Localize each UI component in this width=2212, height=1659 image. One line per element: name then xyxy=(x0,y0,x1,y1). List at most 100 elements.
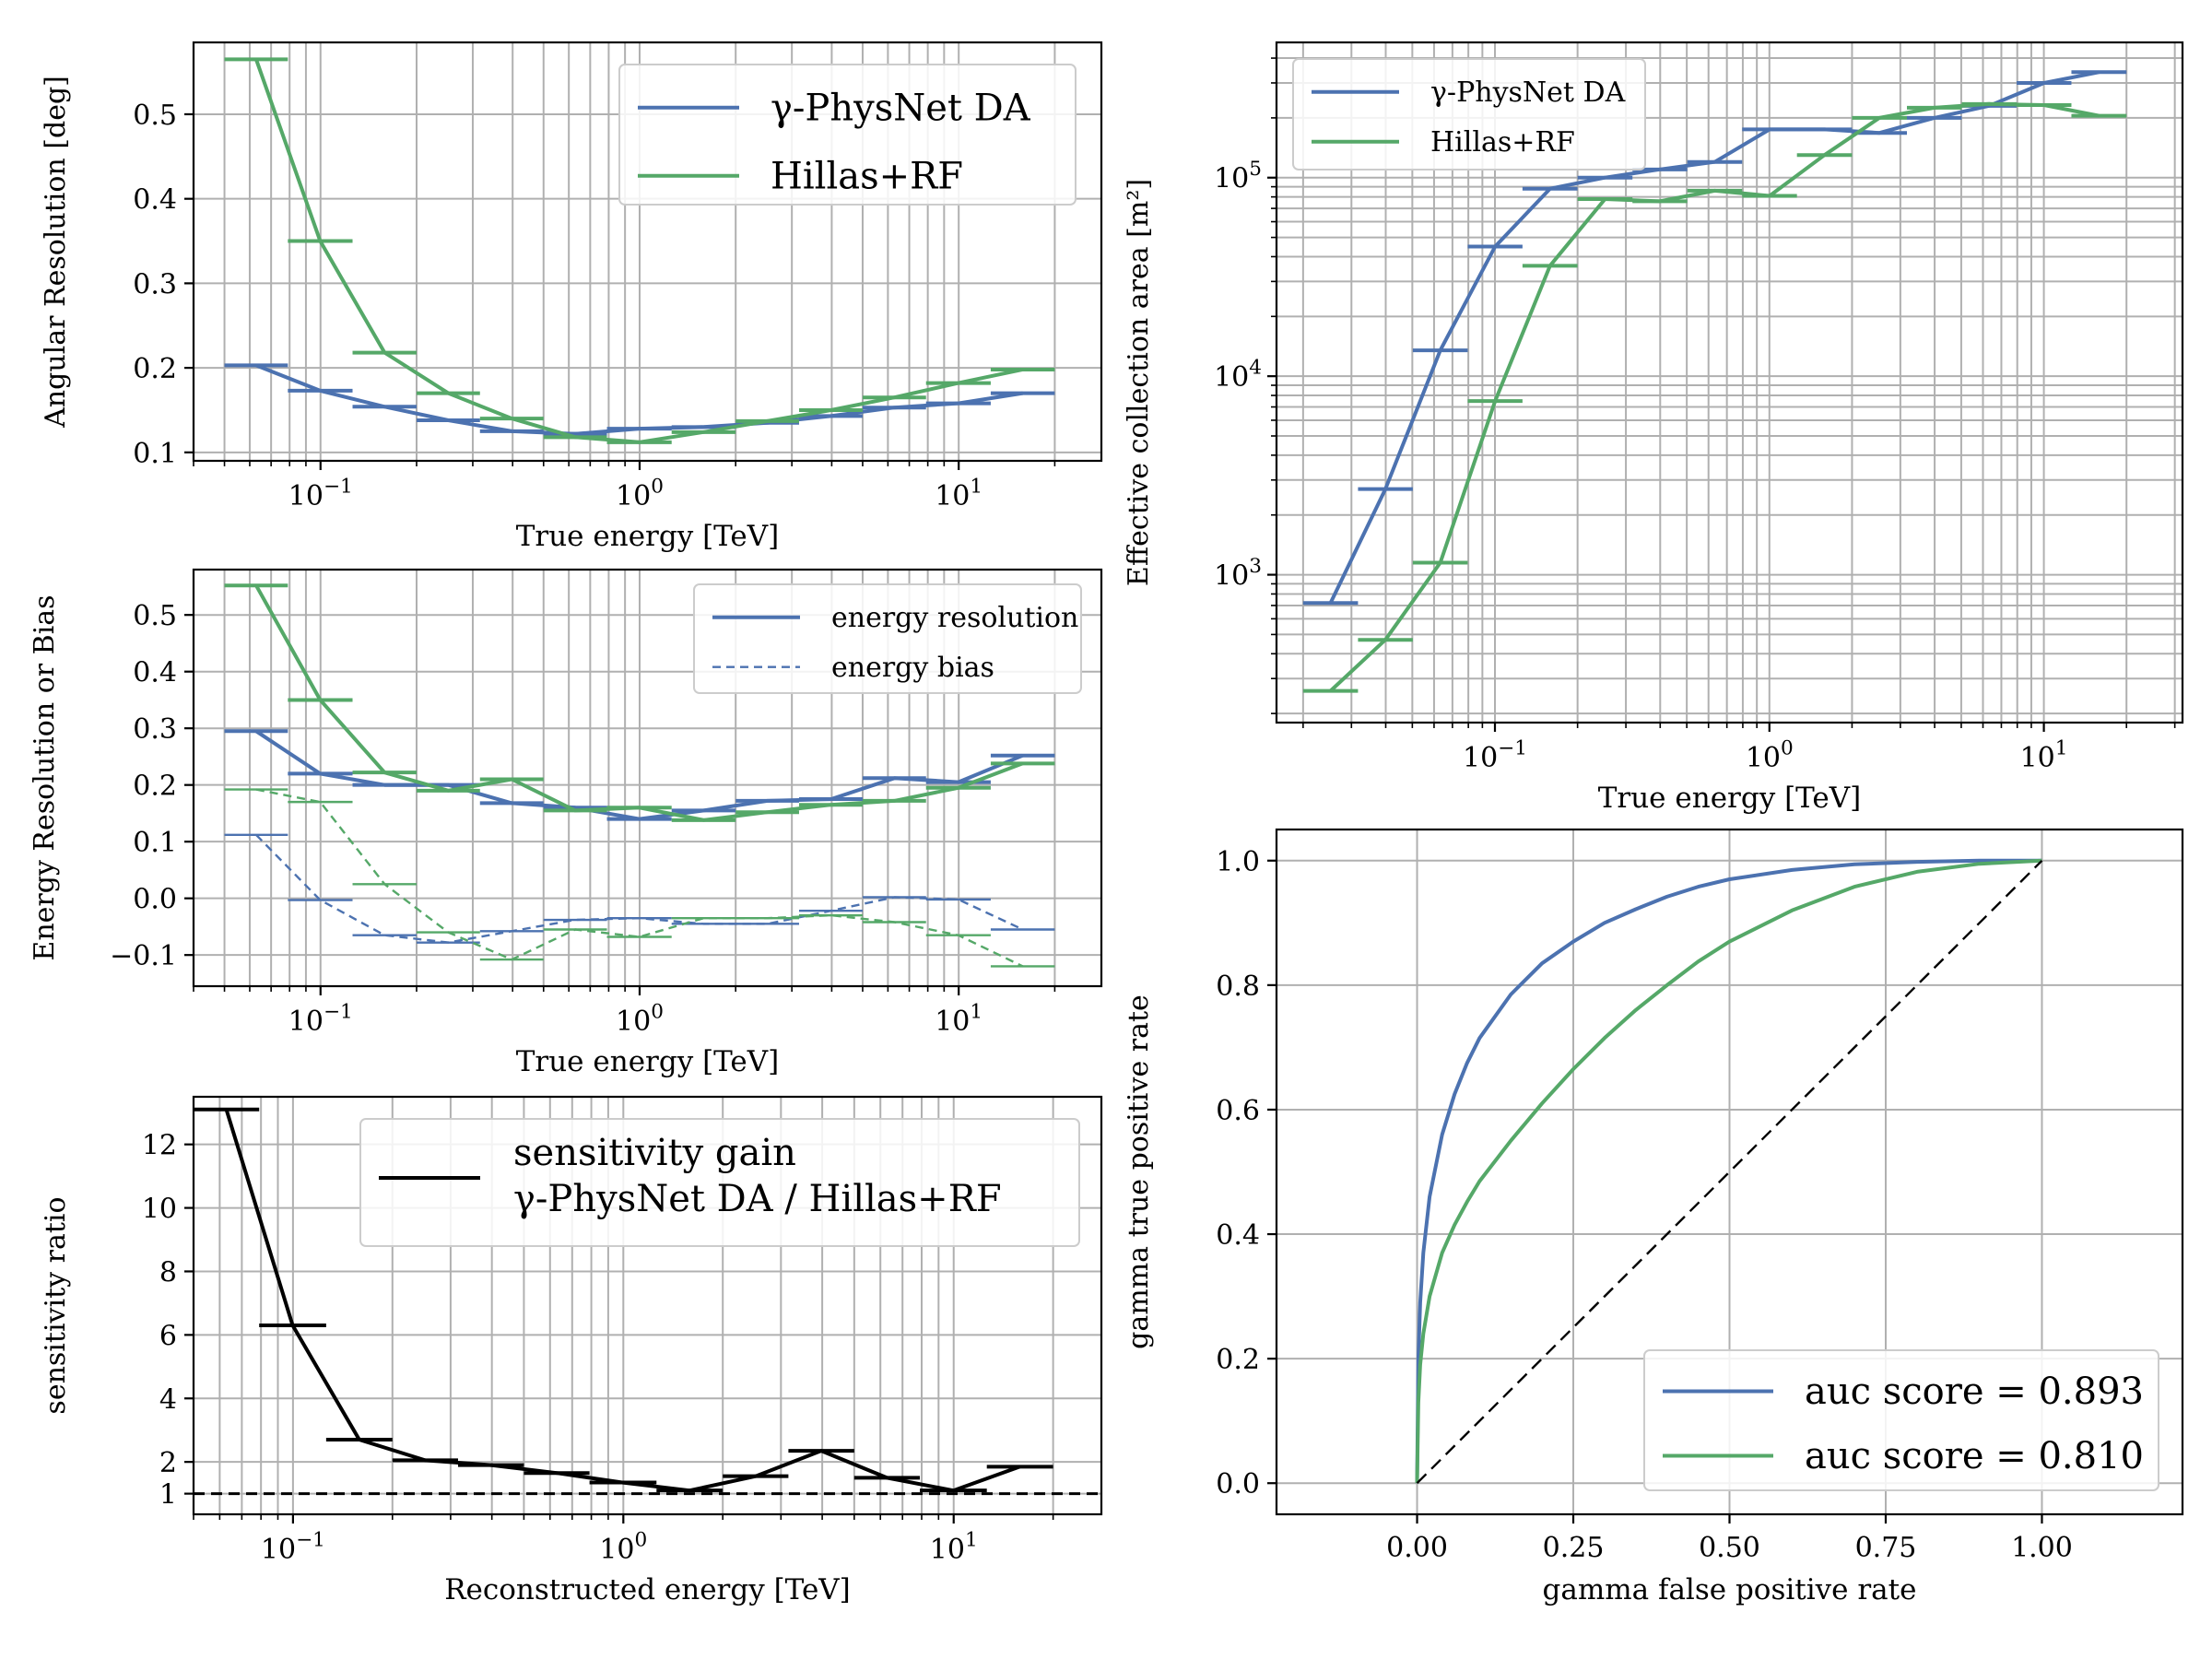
x-axis-label: True energy [TeV] xyxy=(516,1045,780,1078)
y-tick-label: 104 xyxy=(1214,357,1262,394)
legend-label: Hillas+RF xyxy=(771,155,963,197)
series-line-3 xyxy=(255,833,1024,944)
chart-roc: 0.00 0.25 0.50 0.75 1.00 0.0 0.2 0.4 0.6 0.8 1.0 ga… xyxy=(1123,828,2184,1606)
legend-frame xyxy=(359,1118,1080,1247)
series-line-2 xyxy=(254,584,1024,822)
x-tick-label: 0.75 xyxy=(1855,1532,1917,1564)
tick-exponent: −1 xyxy=(296,1529,325,1552)
y-tick-label: 0.3 xyxy=(133,268,177,300)
y-tick-label: 103 xyxy=(1214,555,1262,593)
legend-frame xyxy=(693,583,1082,694)
y-tick-label: 6 xyxy=(159,1320,177,1352)
tick-base: 10 xyxy=(935,1006,970,1038)
legend-label: γ-PhysNet DA xyxy=(1430,76,1626,109)
series-line-1 xyxy=(224,1109,1021,1493)
tick-exponent: −1 xyxy=(324,476,353,499)
y-tick-label: 1 xyxy=(159,1479,177,1512)
y-tick-label: 1.0 xyxy=(1216,846,1260,878)
legend-label-2: γ-PhysNet DA / Hillas+RF xyxy=(513,1178,1002,1220)
legend-label: auc score = 0.810 xyxy=(1805,1435,2144,1477)
x-tick-label: 101 xyxy=(935,476,982,513)
y-tick-label: 0.8 xyxy=(1216,971,1260,1003)
legend-label: auc score = 0.893 xyxy=(1805,1371,2144,1413)
series-line-2 xyxy=(1329,101,2100,693)
x-tick-label: 101 xyxy=(930,1529,978,1567)
tick-base: 10 xyxy=(930,1534,965,1566)
y-tick-label: 0.3 xyxy=(133,713,177,746)
legend-label: γ-PhysNet DA xyxy=(771,87,1031,129)
y-tick-label: 0.0 xyxy=(133,884,177,916)
y-tick-label: 10 xyxy=(142,1194,177,1226)
y-tick-label: 105 xyxy=(1214,158,1262,195)
tick-exponent: 0 xyxy=(635,1529,648,1552)
series-line-1 xyxy=(254,729,1024,821)
y-tick-label: 0.1 xyxy=(133,827,177,859)
data-series xyxy=(1415,858,2043,1485)
axes-frame xyxy=(1275,828,2184,1516)
grid xyxy=(194,570,1101,986)
tick-base: 10 xyxy=(2020,742,2055,774)
tick-exponent: 1 xyxy=(965,1529,978,1552)
tick-exponent: 1 xyxy=(970,1001,982,1024)
y-tick-label: 0.5 xyxy=(133,600,177,632)
y-tick-label: 0.2 xyxy=(133,771,177,803)
x-tick-label: 101 xyxy=(935,1001,982,1039)
series-line-3 xyxy=(1416,859,2043,1485)
tick-exponent: 1 xyxy=(970,476,982,499)
series-line-1 xyxy=(1415,858,2042,1484)
x-tick-label: 101 xyxy=(2020,737,2068,775)
tick-base: 10 xyxy=(599,1534,634,1566)
y-axis-label: gamma true positive rate xyxy=(1123,994,1155,1349)
legend: auc score = 0.893 auc score = 0.810 xyxy=(1643,1349,2159,1491)
series-line-2 xyxy=(254,58,1024,444)
x-axis-label: True energy [TeV] xyxy=(1598,782,1862,815)
y-tick-label: 0.2 xyxy=(133,353,177,385)
y-tick-label: 12 xyxy=(142,1130,177,1162)
y-tick-label: 0.4 xyxy=(133,657,177,689)
legend: γ-PhysNet DA Hillas+RF xyxy=(618,64,1077,206)
x-tick-label: 10−1 xyxy=(288,1001,353,1039)
legend-label: sensitivity gain xyxy=(513,1132,796,1174)
tick-exponent: 0 xyxy=(651,476,664,499)
data-series xyxy=(224,583,1055,968)
y-tick-label: 4 xyxy=(159,1383,177,1416)
y-tick-label: 0.4 xyxy=(1216,1219,1260,1252)
tick-base: 10 xyxy=(261,1534,296,1566)
x-tick-label: 0.50 xyxy=(1699,1532,1760,1564)
y-tick-label: 0.5 xyxy=(133,100,177,132)
data-series xyxy=(224,57,1055,444)
series-line-4 xyxy=(255,788,1024,968)
tick-exponent: 0 xyxy=(651,1001,664,1024)
x-tick-label: 100 xyxy=(616,1001,664,1039)
y-tick-label: 0.0 xyxy=(1216,1468,1260,1500)
tick-exponent: −1 xyxy=(324,1001,353,1024)
x-axis-label: True energy [TeV] xyxy=(516,520,780,553)
tick-base: 10 xyxy=(1463,742,1498,774)
y-axis-label: Effective collection area [m²] xyxy=(1123,179,1155,586)
x-tick-label: 0.00 xyxy=(1386,1532,1448,1564)
legend-frame xyxy=(618,64,1077,206)
y-tick-label: 0.1 xyxy=(133,438,177,470)
y-axis-label: Angular Resolution [deg] xyxy=(40,76,72,429)
x-tick-label: 0.25 xyxy=(1543,1532,1605,1564)
x-tick-label: 100 xyxy=(1746,737,1794,775)
y-tick-label: 2 xyxy=(159,1447,177,1479)
x-tick-label: 1.00 xyxy=(2011,1532,2073,1564)
y-tick-label: 0.6 xyxy=(1216,1095,1260,1127)
data-series xyxy=(1302,70,2127,693)
x-tick-label: 10−1 xyxy=(288,476,353,513)
tick-base: 10 xyxy=(288,1006,324,1038)
tick-base: 10 xyxy=(1746,742,1781,774)
tick-base: 10 xyxy=(935,480,970,512)
y-tick-label: 0.4 xyxy=(133,184,177,217)
tick-base: 10 xyxy=(288,480,324,512)
axes-frame xyxy=(192,41,1103,463)
x-tick-label: 10−1 xyxy=(261,1529,325,1567)
tick-exponent: 5 xyxy=(1249,158,1262,181)
legend-label: Hillas+RF xyxy=(1430,126,1575,159)
legend: energy resolution energy bias xyxy=(693,583,1082,694)
